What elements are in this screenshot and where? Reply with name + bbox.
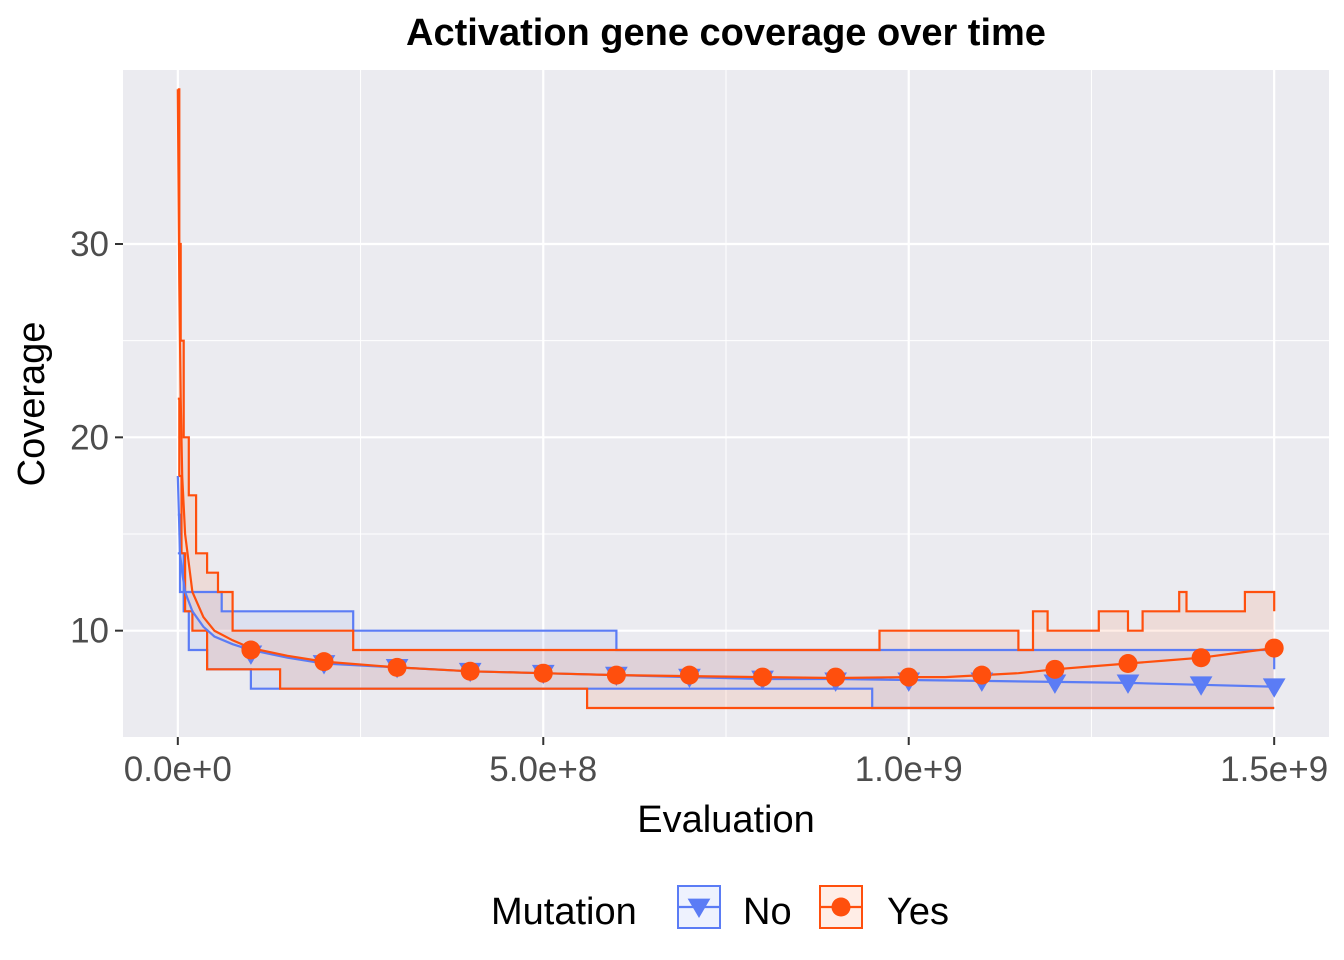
x-tick-label: 5.0e+8 — [489, 750, 597, 789]
data-point-no — [1189, 676, 1213, 696]
data-point-yes — [972, 665, 992, 685]
data-point-yes — [1264, 638, 1284, 658]
y-tick-label: 10 — [70, 612, 109, 651]
ribbon-yes — [177, 89, 1275, 709]
legend-key-marker-no — [687, 898, 711, 918]
data-point-yes — [241, 640, 261, 660]
data-point-no — [1262, 678, 1286, 698]
data-point-yes — [1191, 648, 1211, 668]
legend-key-marker-yes — [831, 897, 851, 917]
lower-line-no — [177, 552, 1275, 710]
data-point-yes — [606, 665, 626, 685]
ribbon-no — [177, 514, 1275, 708]
data-point-no — [1116, 674, 1140, 694]
data-point-yes — [826, 667, 846, 687]
x-tick-label: 1.0e+9 — [855, 750, 963, 789]
data-point-yes — [387, 657, 407, 677]
y-tick-label: 30 — [70, 225, 109, 264]
minor-gridlines — [123, 70, 1329, 737]
x-tick-label: 1.5e+9 — [1220, 750, 1328, 789]
x-axis-label: Evaluation — [637, 799, 814, 841]
legend-label-yes: Yes — [887, 891, 949, 933]
y-axis-label: Coverage — [11, 322, 53, 487]
point-markers — [239, 638, 1286, 698]
lower-line-yes — [177, 397, 1275, 710]
x-tick-label: 0.0e+0 — [124, 750, 232, 789]
legend-title: Mutation — [491, 891, 637, 933]
y-tick-label: 20 — [70, 418, 109, 457]
data-point-yes — [1118, 654, 1138, 674]
ribbons — [177, 89, 1275, 709]
data-point-yes — [533, 663, 553, 683]
data-point-yes — [753, 667, 773, 687]
y-axis-ticks: 10 20 30 — [70, 225, 123, 651]
upper-line-yes — [177, 88, 1276, 652]
median-lines — [176, 89, 1275, 688]
median-line-yes — [176, 89, 1275, 680]
x-axis-ticks: 0.0e+0 5.0e+8 1.0e+9 1.5e+9 — [124, 737, 1328, 789]
legend-label-no: No — [743, 891, 792, 933]
data-point-yes — [460, 661, 480, 681]
data-point-yes — [899, 667, 919, 687]
chart-title: Activation gene coverage over time — [406, 12, 1046, 54]
legend: Mutation No Yes — [491, 885, 949, 933]
data-point-yes — [1045, 659, 1065, 679]
data-point-yes — [314, 652, 334, 672]
data-point-yes — [679, 665, 699, 685]
legend-keys: No Yes — [677, 885, 949, 933]
